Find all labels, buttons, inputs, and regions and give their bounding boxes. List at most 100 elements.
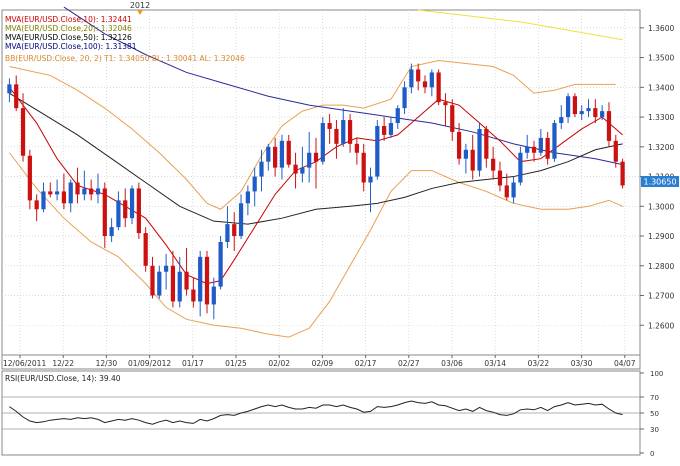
candle <box>177 256 182 308</box>
candle-body <box>368 176 373 183</box>
legend-ma100: MVA(EUR/USD.Close,100): 1.31381 <box>5 42 137 51</box>
candle-body <box>307 152 312 168</box>
y-tick-label: 1.2800 <box>648 262 674 271</box>
candlesticks <box>7 63 625 320</box>
candle <box>68 179 73 213</box>
candle-body <box>354 143 359 153</box>
candle <box>422 75 428 94</box>
candle <box>252 167 257 207</box>
candle <box>184 247 189 296</box>
candle-body <box>252 176 257 192</box>
candle-body <box>225 224 230 242</box>
candle <box>14 75 19 112</box>
candle <box>511 176 516 204</box>
bollinger-lower-line <box>9 152 623 338</box>
candle-body <box>491 158 496 171</box>
candle <box>347 114 353 153</box>
candle-body <box>89 188 94 195</box>
candle-body <box>395 108 400 124</box>
rsi-label: RSI(EUR/USD.Close, 14): 39.40 <box>5 374 121 383</box>
candle-body <box>313 152 319 162</box>
candle <box>266 143 271 171</box>
candle <box>395 105 400 129</box>
y-tick-label: 1.3400 <box>648 83 674 92</box>
y-tick-label: 1.3500 <box>648 54 674 63</box>
candle <box>109 218 114 242</box>
candle <box>456 123 462 165</box>
candle-body <box>34 200 39 210</box>
candle-body <box>157 271 162 296</box>
x-tick-label: 04/07 <box>614 359 636 368</box>
candle-body <box>565 96 571 118</box>
x-tick-label: 03/22 <box>528 359 550 368</box>
candle <box>450 99 455 141</box>
candle-body <box>75 182 80 195</box>
candle <box>504 173 509 201</box>
x-tick-label: 02/17 <box>355 359 377 368</box>
candle <box>259 149 264 192</box>
candle <box>382 117 387 141</box>
candle-body <box>518 152 523 183</box>
candle <box>293 152 298 189</box>
x-tick-label: 01/09/2012 <box>128 359 171 368</box>
candle-body <box>300 167 305 174</box>
x-tick-label: 03/30 <box>571 359 593 368</box>
candle-body <box>266 146 271 162</box>
candle-body <box>334 128 339 144</box>
y-tick-label: 1.3000 <box>648 202 674 211</box>
candle-body <box>402 87 407 109</box>
x-tick-label: 03/06 <box>441 359 463 368</box>
candle-body <box>238 203 244 237</box>
x-tick-label: 12/30 <box>96 359 118 368</box>
candle-body <box>82 188 87 195</box>
candle <box>89 179 94 201</box>
candle-body <box>143 233 148 266</box>
candle <box>198 250 203 317</box>
candle-body <box>422 81 428 88</box>
candle-body <box>525 146 530 153</box>
candle <box>552 120 557 162</box>
candle-body <box>606 111 612 141</box>
x-tick-label: 02/27 <box>398 359 420 368</box>
candle <box>307 131 312 183</box>
candle <box>204 250 210 314</box>
candle <box>491 146 496 180</box>
candle-body <box>484 128 489 159</box>
candle <box>191 277 196 308</box>
candle-body <box>48 191 53 195</box>
candle-body <box>163 265 169 272</box>
candle-body <box>436 72 441 103</box>
legend-ma50: MVA(EUR/USD.Close,50): 1.32126 <box>5 33 132 42</box>
main-plot-area[interactable] <box>1 9 641 356</box>
candle <box>48 182 53 198</box>
candle <box>82 170 87 201</box>
candle-body <box>320 123 325 162</box>
y-tick-label: 1.2900 <box>648 232 674 241</box>
candle-body <box>586 108 591 112</box>
candle-body <box>184 271 189 290</box>
candle <box>211 277 216 320</box>
candle <box>334 120 339 159</box>
legend-bollinger: BB(EUR/USD.Close, 20, 2) T1: 1.34050 BL:… <box>5 54 245 63</box>
candle-body <box>531 146 537 153</box>
current-price-value: 1.30650 <box>643 178 676 187</box>
candle-body <box>273 146 278 168</box>
candle <box>300 146 305 183</box>
candle <box>245 185 250 216</box>
bollinger-bands <box>9 60 623 338</box>
candle <box>606 102 612 147</box>
candle <box>75 167 80 204</box>
candle <box>586 99 591 118</box>
candle <box>620 158 625 189</box>
candle <box>20 93 26 162</box>
x-tick-label: 02/09 <box>312 359 334 368</box>
candle <box>538 128 543 156</box>
candle-body <box>61 191 67 204</box>
candle <box>518 146 523 186</box>
candle-body <box>41 191 46 210</box>
x-tick-label: 01/17 <box>182 359 204 368</box>
candle <box>579 105 584 121</box>
candle <box>41 182 46 213</box>
candle-body <box>416 69 421 82</box>
